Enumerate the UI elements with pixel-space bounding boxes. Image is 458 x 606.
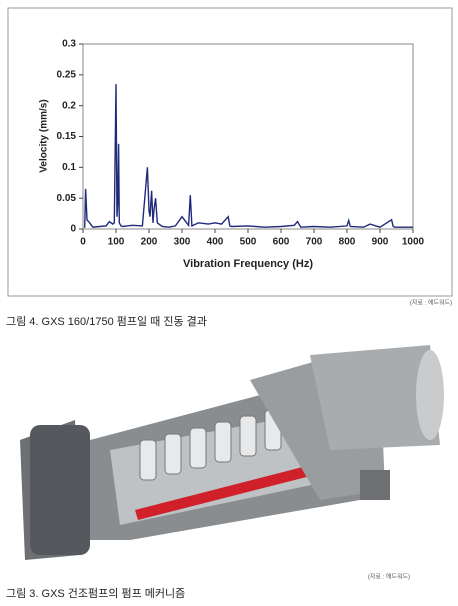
x-tick-label: 700 — [306, 237, 323, 248]
x-tick-label: 500 — [240, 237, 257, 248]
pump-photo — [0, 340, 458, 585]
x-tick-label: 600 — [273, 237, 290, 248]
x-tick-label: 900 — [372, 237, 389, 248]
x-tick-label: 0 — [80, 237, 86, 248]
x-tick-label: 800 — [339, 237, 356, 248]
source: (자료 : 에드워드) — [368, 573, 410, 581]
y-axis-label: Velocity (mm/s) — [39, 99, 50, 172]
x-axis-label: Vibration Frequency (Hz) — [183, 258, 313, 270]
caption: 그림 3. GXS 건조펌프의 펌프 메커니즘 — [6, 587, 185, 600]
y-tick-label: 0.1 — [62, 162, 76, 173]
x-tick-label: 1000 — [402, 237, 425, 248]
y-tick-label: 0.3 — [62, 39, 76, 50]
y-tick-label: 0 — [70, 224, 76, 235]
x-tick-label: 100 — [108, 237, 125, 248]
caption: 그림 4. GXS 160/1750 펌프일 때 진동 결과 — [6, 314, 207, 328]
x-tick-label: 300 — [174, 237, 191, 248]
y-tick-label: 0.2 — [62, 100, 76, 111]
y-tick-label: 0.05 — [57, 193, 77, 204]
y-tick-label: 0.15 — [57, 131, 77, 142]
x-tick-label: 400 — [207, 237, 224, 248]
source: (자료 : 에드워드) — [410, 299, 452, 307]
x-tick-label: 200 — [141, 237, 158, 248]
y-tick-label: 0.25 — [57, 69, 77, 80]
line — [84, 84, 413, 228]
chart-frame — [7, 7, 453, 297]
